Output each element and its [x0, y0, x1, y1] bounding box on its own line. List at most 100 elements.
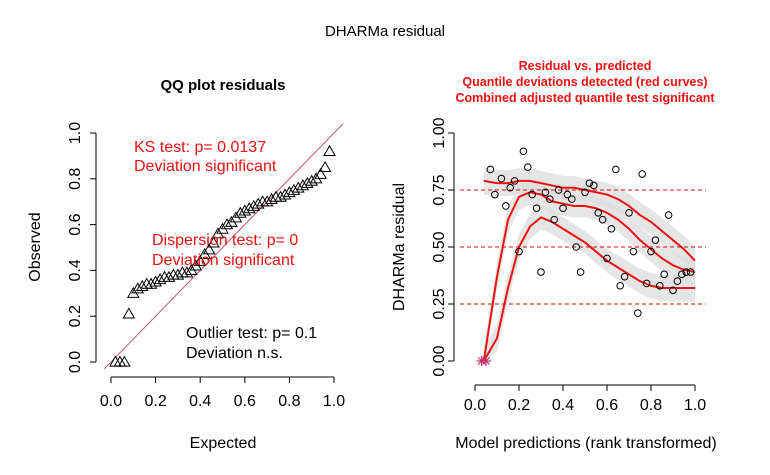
residual-point [537, 268, 545, 276]
residual-point [669, 286, 677, 295]
qq-point [318, 160, 332, 172]
residual-x-tick-label: 0.8 [640, 397, 662, 414]
residual-point [625, 209, 633, 217]
residual-point [638, 170, 647, 178]
qq-point [251, 197, 265, 209]
residual-quantile-curves [482, 179, 696, 362]
residual-point [554, 186, 563, 194]
qq-x-tick-label: 1.0 [323, 393, 345, 410]
residual-point [585, 179, 594, 187]
residual-x-tick-label: 0.6 [596, 397, 618, 414]
qq-point [323, 144, 336, 156]
qq-point [171, 268, 185, 280]
residual-point [515, 247, 523, 256]
qq-point [305, 174, 319, 186]
residual-y-tick-label: 0.75 [431, 174, 448, 205]
residual-point [510, 177, 519, 185]
residual-title-line-2: Quantile deviations detected (red curves… [462, 75, 707, 89]
qq-point [202, 243, 216, 255]
residual-x-ticks: 0.0 0.2 0.4 0.6 0.8 1.0 [464, 385, 706, 414]
qq-point [162, 270, 176, 282]
ks-test-line-2: Deviation significant [134, 158, 277, 175]
outlier-test-annotation: Outlier test: p= 0.1 Deviation n.s. [186, 325, 317, 362]
qq-axes: 0.0 0.2 0.4 0.6 0.8 1.0 0.0 0.2 0.4 0.6 0.8 1.0 [67, 122, 345, 410]
residual-y-ticks: 0.00 0.25 0.50 0.75 1.00 [431, 117, 454, 377]
residual-point [620, 272, 629, 281]
residual-point [546, 195, 554, 203]
residual-point [686, 268, 695, 276]
residual-y-label: DHARMa residual [391, 183, 408, 311]
residual-point [656, 281, 664, 290]
qq-point [233, 206, 247, 218]
residual-point [629, 247, 638, 256]
confidence-band-2 [483, 179, 695, 361]
qq-y-ticks: 0.0 0.2 0.4 0.6 0.8 1.0 [67, 122, 96, 373]
residual-point [581, 188, 589, 197]
qq-x-tick-label: 0.2 [144, 393, 166, 410]
qq-point [135, 279, 149, 292]
outlier-test-line-2: Deviation n.s. [186, 345, 283, 362]
qq-point [207, 236, 220, 248]
residual-panel: Residual vs. predicted Quantile deviatio… [391, 59, 717, 452]
residual-point [616, 281, 625, 290]
residual-point [634, 309, 642, 317]
residual-point [519, 147, 528, 156]
qq-y-tick-label: 0.8 [67, 168, 84, 190]
residual-y-tick-label: 0.50 [431, 231, 448, 262]
residual-point [563, 190, 572, 199]
residual-point [524, 163, 532, 171]
residual-x-label: Model predictions (rank transformed) [455, 435, 716, 452]
residual-point [497, 174, 506, 183]
residual-point [678, 270, 686, 279]
residual-title: Residual vs. predicted Quantile deviatio… [455, 59, 715, 105]
residual-points [486, 147, 695, 317]
residual-point [532, 204, 541, 213]
qq-point [149, 275, 162, 287]
confidence-band-1 [483, 205, 695, 361]
residual-x-tick-label: 1.0 [684, 397, 706, 414]
qq-point [153, 273, 167, 285]
qq-panel: QQ plot residuals 0.0 0.2 0.4 0.6 0.8 1.0 0.0… [27, 77, 345, 452]
residual-point [550, 215, 559, 224]
residual-point [486, 165, 495, 174]
qq-x-ticks: 0.0 0.2 0.4 0.6 0.8 1.0 [100, 377, 345, 410]
residual-point [642, 279, 651, 288]
residual-x-tick-label: 0.0 [464, 397, 486, 414]
residual-title-line-1: Residual vs. predicted [519, 59, 652, 73]
figure-title: DHARMa residual [325, 23, 445, 40]
qq-point [278, 188, 292, 200]
residual-point [502, 202, 510, 210]
dispersion-test-line-1: Dispersion test: p= 0 [152, 232, 298, 249]
qq-point [314, 167, 327, 179]
qq-point [238, 204, 252, 216]
qq-reference-line [103, 123, 344, 370]
qq-points [109, 144, 336, 367]
quantile-curve-2 [482, 191, 696, 362]
qq-point [193, 254, 207, 266]
qq-point [220, 218, 234, 230]
qq-x-label: Expected [190, 435, 257, 452]
residual-point [660, 270, 669, 279]
residual-point [568, 195, 576, 203]
residual-point [603, 254, 611, 263]
residual-confidence-bands [483, 167, 695, 361]
residual-point [559, 204, 567, 213]
qq-y-tick-label: 0.4 [67, 259, 84, 281]
qq-x-tick-label: 0.0 [100, 393, 122, 410]
residual-y-tick-label: 0.00 [431, 345, 448, 376]
residual-axes: 0.0 0.2 0.4 0.6 0.8 1.0 0.00 0.25 0.50 0.75 1.00 [431, 117, 706, 414]
residual-point [647, 247, 655, 256]
residual-point [664, 211, 673, 219]
residual-point [682, 268, 691, 276]
qq-point [300, 176, 314, 189]
residual-plot-region [460, 147, 706, 366]
ks-test-annotation: KS test: p= 0.0137 Deviation significant [134, 139, 277, 175]
residual-point [506, 183, 515, 192]
quantile-curve-3 [483, 179, 696, 262]
residual-point [673, 277, 682, 286]
qq-point [247, 199, 261, 211]
qq-point [131, 282, 145, 294]
qq-point [242, 202, 256, 214]
dispersion-test-line-2: Deviation significant [152, 252, 295, 269]
outlier-test-line-1: Outlier test: p= 0.1 [186, 325, 317, 342]
